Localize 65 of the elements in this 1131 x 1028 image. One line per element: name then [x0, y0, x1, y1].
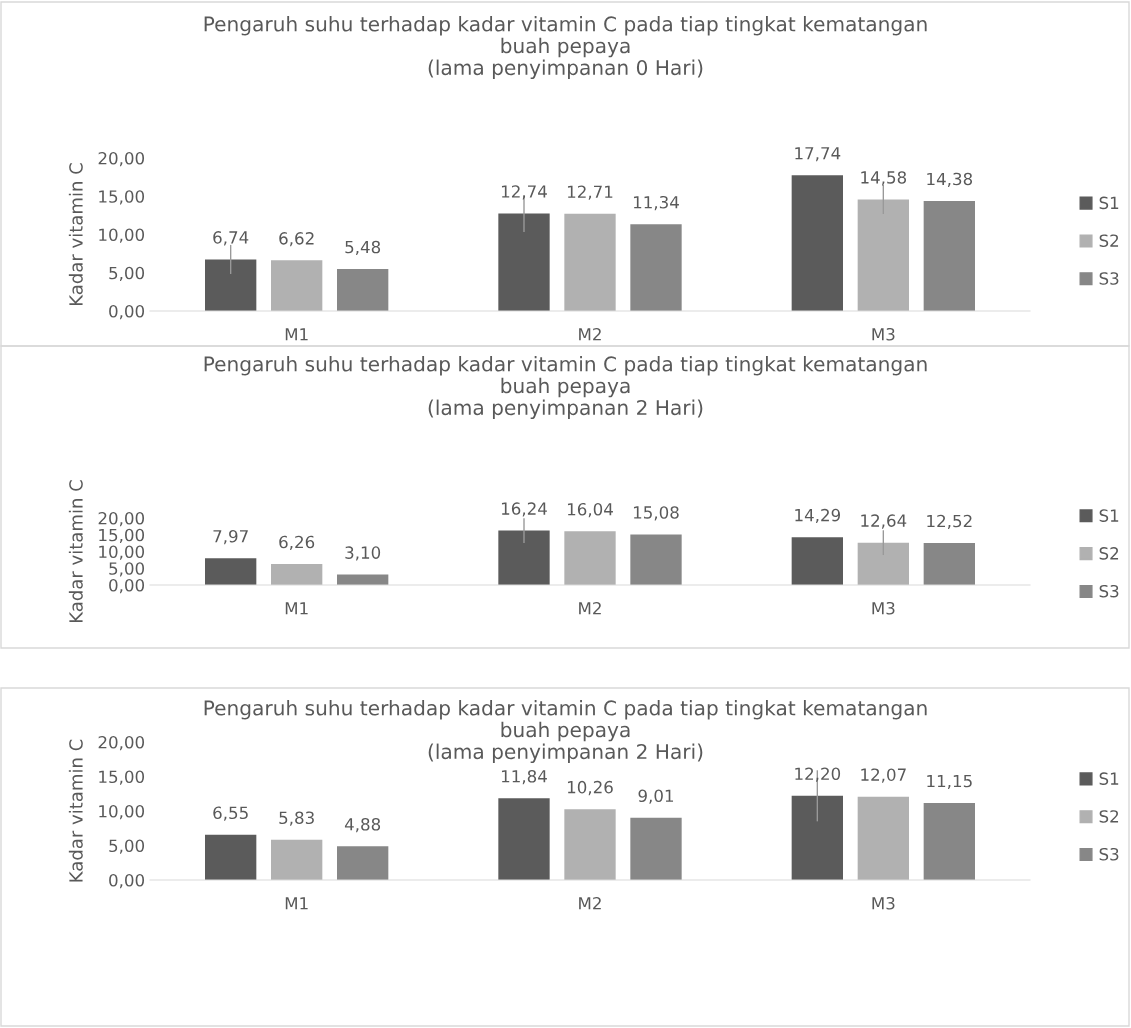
- legend-label: S2: [1099, 547, 1119, 560]
- data-label: 14,29: [795, 508, 841, 524]
- data-label: 6,55: [213, 806, 248, 821]
- legend-label: S1: [1099, 196, 1119, 210]
- legend-label: S2: [1099, 810, 1119, 823]
- y-tick-label: 0,00: [109, 304, 145, 320]
- data-label: 12,71: [567, 185, 613, 200]
- data-label: 11,15: [927, 774, 972, 790]
- data-label: 16,04: [567, 502, 613, 518]
- data-label: 4,88: [344, 817, 381, 833]
- y-tick-label: 5,00: [109, 266, 145, 282]
- data-label: 9,01: [638, 789, 674, 804]
- chart-title: Pengaruh suhu terhadap kadar vitamin C pada tiap tingkat kematangan buah pepaya (lama penyimpanan 2 Hari): [204, 356, 927, 420]
- y-tick-label: 10,00: [99, 228, 145, 243]
- x-tick-label: M1: [285, 328, 308, 341]
- y-tick-label: 5,00: [109, 839, 145, 854]
- chart-title: Pengaruh suhu terhadap kadar vitamin C pada tiap tingkat kematangan buah pepaya (lama penyimpanan 2 Hari): [204, 700, 927, 764]
- data-label: 6,62: [279, 232, 314, 247]
- chart-title: Pengaruh suhu terhadap kadar vitamin C pada tiap tingkat kematangan buah pepaya (lama penyimpanan 0 Hari): [204, 16, 927, 80]
- y-tick-label: 10,00: [99, 545, 145, 560]
- y-tick-label: 15,00: [99, 528, 145, 544]
- y-tick-label: 15,00: [99, 770, 145, 785]
- data-label: 10,26: [567, 780, 613, 796]
- x-tick-label: M2: [579, 896, 601, 910]
- data-label: 6,74: [213, 231, 249, 246]
- data-label: 12,52: [927, 514, 972, 530]
- data-label: 12,74: [501, 185, 547, 200]
- data-label: 11,34: [633, 195, 679, 211]
- data-label: 5,48: [345, 240, 381, 256]
- y-tick-label: 15,00: [99, 190, 145, 205]
- data-label: 14,58: [861, 171, 907, 186]
- data-label: 17,74: [795, 147, 841, 162]
- y-tick-label: 20,00: [98, 511, 145, 527]
- x-tick-label: M3: [872, 896, 895, 910]
- data-label: 7,97: [213, 529, 248, 545]
- data-label: 15,08: [633, 506, 679, 521]
- y-axis-title: Kadar vitamin C: [68, 163, 83, 305]
- y-tick-label: 20,00: [98, 735, 145, 751]
- data-label: 11,84: [501, 769, 547, 785]
- x-tick-label: M1: [285, 602, 308, 615]
- data-label: 12,07: [861, 768, 906, 783]
- x-tick-label: M1: [285, 897, 308, 910]
- legend-label: S1: [1099, 509, 1119, 522]
- y-tick-label: 5,00: [109, 562, 145, 577]
- data-label: 5,83: [279, 811, 314, 826]
- x-tick-label: M3: [872, 327, 895, 341]
- y-axis-title: Kadar vitamin C: [68, 480, 83, 622]
- y-tick-label: 0,00: [109, 873, 145, 889]
- x-tick-label: M2: [579, 601, 601, 615]
- y-tick-label: 20,00: [98, 151, 145, 167]
- data-label: 16,24: [501, 502, 547, 517]
- data-label: 14,38: [927, 172, 973, 187]
- data-label: 12,64: [861, 514, 907, 529]
- data-label: 6,26: [279, 535, 315, 550]
- y-tick-label: 10,00: [99, 804, 145, 820]
- legend-label: S3: [1099, 272, 1119, 285]
- legend-label: S1: [1099, 772, 1119, 785]
- legend-label: S2: [1099, 234, 1119, 247]
- legend-label: S3: [1099, 847, 1119, 861]
- data-label: 3,10: [345, 546, 381, 561]
- x-tick-label: M2: [579, 327, 601, 341]
- y-tick-label: 0,00: [109, 578, 145, 594]
- legend-label: S3: [1099, 584, 1119, 598]
- y-axis-title: Kadar vitamin C: [68, 739, 83, 882]
- x-tick-label: M3: [872, 601, 895, 615]
